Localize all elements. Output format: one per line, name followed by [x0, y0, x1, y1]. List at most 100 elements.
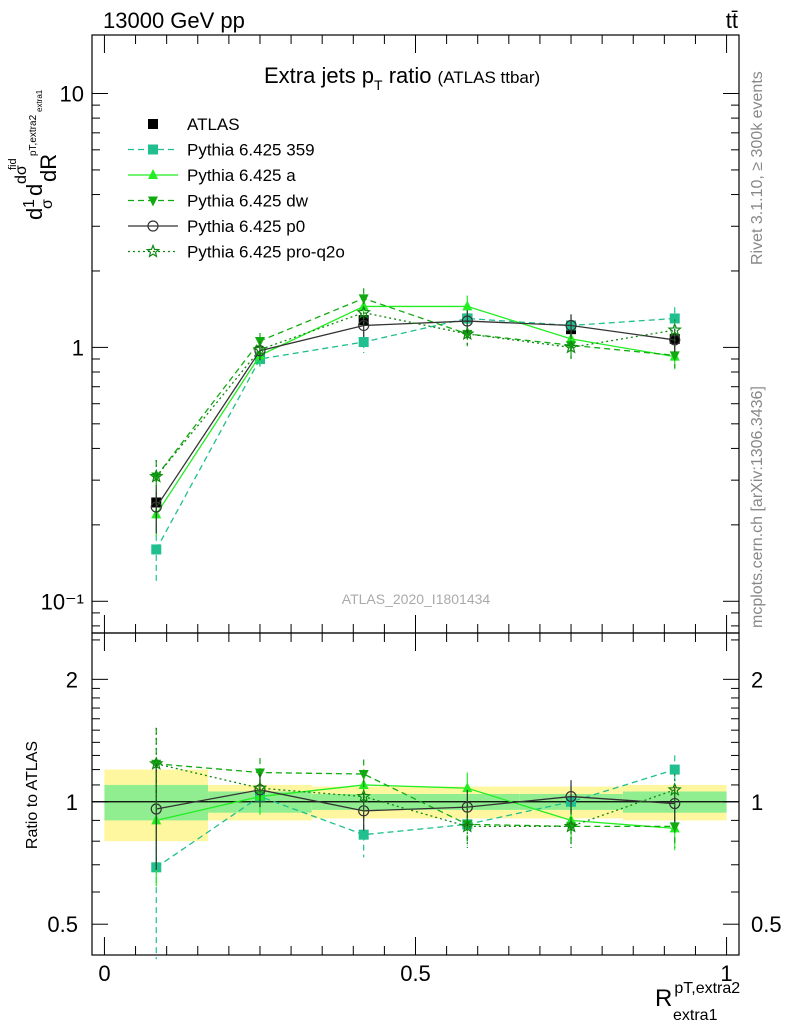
- data-point: [358, 319, 370, 332]
- svg-text:d: d: [22, 208, 47, 220]
- series-pythia-6-425-dw: [151, 288, 680, 496]
- ratio-y-tick-label: 2: [66, 667, 78, 692]
- x-tick-label: 0: [98, 961, 110, 986]
- data-point: [254, 345, 266, 357]
- svg-text:d: d: [22, 184, 47, 196]
- ratio-y-tick-label-right: 2: [751, 667, 763, 692]
- legend-label: ATLAS: [187, 115, 240, 134]
- data-point: [252, 341, 268, 356]
- data-point: [563, 339, 579, 354]
- ratio-line: [156, 763, 675, 828]
- ratio-point: [252, 780, 268, 795]
- legend-entry: Pythia 6.425 dw: [128, 192, 309, 211]
- ratio-point: [358, 829, 369, 840]
- legend-marker: [148, 119, 158, 129]
- series-atlas: [151, 313, 680, 512]
- series-pythia-6-425-359: [151, 307, 680, 582]
- series-line: [155, 320, 675, 508]
- legend-entry: ATLAS: [148, 115, 240, 134]
- process-label: tt̄: [726, 8, 738, 33]
- data-point: [667, 322, 682, 337]
- main-series: [149, 288, 682, 582]
- legend-label: Pythia 6.425 dw: [187, 192, 309, 211]
- svg-text:1: 1: [21, 199, 38, 208]
- legend-entry: Pythia 6.425 a: [128, 166, 296, 185]
- ratio-point: [254, 784, 266, 796]
- legend-entry: Pythia 6.425 pro-q2o: [128, 243, 345, 262]
- mcplots-label: mcplots.cern.ch [arXiv:1306.3436]: [749, 386, 766, 628]
- data-point: [460, 326, 475, 341]
- series-line: [155, 305, 675, 515]
- ratio-point: [669, 822, 680, 833]
- main-y-tick-label: 10⁻¹: [41, 589, 84, 614]
- svg-text:fid: fid: [7, 158, 19, 170]
- series-pythia-6-425-pro-q2o: [149, 301, 682, 496]
- data-point: [669, 313, 680, 324]
- series-line: [155, 317, 675, 550]
- ratio-point: [669, 797, 681, 810]
- legend-marker: [145, 243, 161, 258]
- ratio-point: [149, 756, 164, 770]
- main-title: Extra jets pT ratio (ATLAS ttbar): [264, 63, 540, 93]
- legend-label: Pythia 6.425 359: [187, 141, 315, 160]
- x-tick-label: 0.5: [400, 961, 431, 986]
- ratio-y-tick-label: 0.5: [47, 912, 78, 937]
- legend: ATLAS Pythia 6.425 359 Pythia 6.425 a Pythi…: [128, 115, 345, 262]
- svg-text:σ: σ: [39, 199, 56, 209]
- svg-text:extra1: extra1: [35, 89, 44, 112]
- main-y-label: d 1 σ d dσ fid dR pT,extra2 extra1: [7, 89, 61, 220]
- data-point: [358, 337, 369, 348]
- x-tick-label: 1: [720, 961, 732, 986]
- ratio-point: [462, 782, 473, 793]
- ratio-point: [460, 818, 475, 833]
- ratio-point: [669, 764, 680, 775]
- legend-label: Pythia 6.425 pro-q2o: [187, 243, 345, 262]
- ratio-line: [156, 789, 675, 812]
- series-pythia-6-425-a: [151, 295, 680, 537]
- axis-ticks: 10⁻¹ 1 10 0.5 0.5 1 1 2 2 0 0.5 1: [41, 35, 782, 986]
- analysis-watermark: ATLAS_2020_I1801434: [342, 591, 491, 607]
- ratio-y-tick-label-right: 0.5: [751, 912, 782, 937]
- data-point: [669, 351, 680, 362]
- data-point: [151, 544, 162, 555]
- series-line: [155, 297, 675, 477]
- legend-entry: Pythia 6.425 359: [128, 141, 315, 160]
- ratio-series: [149, 727, 682, 960]
- data-point: [150, 501, 162, 513]
- data-point: [461, 315, 473, 327]
- svg-text:dR: dR: [36, 154, 61, 182]
- main-y-tick-label: 10: [60, 82, 84, 107]
- legend-marker: [148, 196, 158, 207]
- legend-marker: [147, 220, 159, 232]
- ratio-line: [156, 763, 675, 828]
- legend-entry: Pythia 6.425 p0: [128, 217, 305, 236]
- ratio-point: [356, 789, 371, 803]
- data-point: [356, 305, 371, 319]
- ratio-series-pythia-6-425-pro-q2o: [149, 727, 682, 848]
- data-point: [358, 294, 369, 305]
- svg-text:dσ: dσ: [13, 165, 30, 184]
- ratio-y-tick-label-right: 1: [751, 790, 763, 815]
- legend-marker: [148, 169, 158, 179]
- data-point: [149, 468, 164, 483]
- energy-label: 13000 GeV pp: [103, 8, 245, 33]
- ratio-point: [563, 818, 579, 833]
- ratio-y-label: Ratio to ATLAS: [24, 741, 41, 849]
- data-point: [462, 300, 473, 311]
- ratio-line: [155, 768, 675, 868]
- rivet-label: Rivet 3.1.10, ≥ 300k events: [749, 71, 766, 265]
- ratio-point: [667, 782, 682, 797]
- ratio-point: [358, 770, 369, 781]
- x-axis-label-sub: extra1: [673, 1007, 718, 1024]
- data-point: [565, 319, 577, 332]
- ratio-point: [565, 790, 577, 803]
- legend-marker: [148, 144, 158, 155]
- ratio-y-tick-label: 1: [66, 790, 78, 815]
- series-line: [155, 312, 675, 477]
- legend-label: Pythia 6.425 p0: [187, 217, 305, 236]
- legend-label: Pythia 6.425 a: [187, 166, 296, 185]
- ratio-line: [156, 784, 675, 830]
- svg-text:pT,extra2: pT,extra2: [28, 114, 39, 156]
